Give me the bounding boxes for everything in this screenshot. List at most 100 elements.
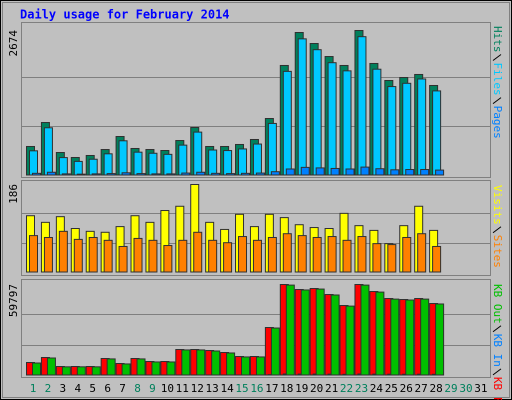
bar [178, 239, 188, 273]
bar [315, 167, 325, 176]
bar [91, 173, 101, 176]
bar [151, 361, 161, 376]
bar [300, 289, 310, 376]
bar [402, 82, 412, 176]
bar [241, 356, 251, 376]
bar [342, 70, 352, 176]
bar [315, 288, 325, 376]
bar [390, 169, 400, 176]
x-tick-label: 28 [429, 382, 442, 395]
bar [193, 231, 203, 273]
x-tick-label: 29 [444, 382, 457, 395]
bar [282, 70, 292, 176]
bar [375, 291, 385, 376]
bar [29, 150, 38, 176]
bar [73, 160, 83, 176]
bar [327, 236, 337, 273]
bar [432, 90, 442, 176]
bar [118, 245, 128, 273]
bar [148, 239, 158, 273]
x-tick-label: 12 [191, 382, 204, 395]
bar [390, 298, 400, 376]
y-tick-label: 2674 [7, 30, 20, 57]
bar [32, 362, 41, 376]
bar [330, 167, 340, 176]
bar [166, 361, 176, 376]
x-tick-label: 5 [89, 382, 96, 395]
bar [241, 172, 251, 176]
bar [73, 238, 83, 273]
bar [285, 284, 295, 376]
legend-label: KB In [491, 334, 504, 367]
x-tick-label: 11 [176, 382, 189, 395]
bar [252, 239, 262, 273]
bar [252, 143, 262, 176]
legend-separator [492, 226, 502, 234]
bar [43, 127, 53, 176]
bar [32, 172, 41, 176]
legend-label: KB F [491, 377, 504, 400]
bar [387, 244, 397, 273]
bar [270, 327, 280, 376]
bar [61, 366, 71, 376]
x-tick-label: 9 [149, 382, 156, 395]
x-tick-label: 4 [74, 382, 81, 395]
legend-label: Visits [491, 185, 504, 225]
bar [91, 366, 101, 376]
x-tick-label: 19 [295, 382, 308, 395]
x-tick-label: 14 [220, 382, 234, 395]
bar [163, 153, 173, 176]
x-tick-label: 17 [265, 382, 278, 395]
bar [312, 49, 322, 176]
x-tick-label: 30 [459, 382, 472, 395]
legend-label: Sites [491, 235, 504, 268]
bar [118, 140, 128, 176]
bar [46, 171, 56, 176]
bar [106, 173, 116, 176]
bar [211, 350, 221, 376]
chart-title: Daily usage for February 2014 [20, 8, 230, 22]
bar [312, 236, 322, 273]
bar [61, 173, 71, 176]
bar [133, 151, 143, 176]
bar [238, 148, 248, 176]
x-tick-label: 24 [370, 382, 384, 395]
x-tick-label: 13 [206, 382, 219, 395]
x-tick-label: 26 [400, 382, 413, 395]
bar [151, 173, 161, 176]
bar [375, 168, 385, 176]
bar [121, 172, 131, 176]
bar [270, 171, 280, 176]
x-tick-label: 8 [134, 382, 141, 395]
legend-separator [492, 368, 502, 376]
bar [267, 122, 277, 176]
y-tick-label: 59797 [7, 284, 20, 317]
bar [136, 358, 146, 376]
bar [420, 298, 430, 376]
legend-label: Hits [491, 26, 504, 53]
bar [181, 172, 191, 176]
bar [357, 36, 367, 176]
bar [255, 356, 265, 376]
bar [58, 230, 68, 273]
bar [282, 233, 292, 273]
x-tick-label: 3 [60, 382, 67, 395]
x-tick-label: 22 [340, 382, 353, 395]
bar [387, 86, 397, 176]
bar [330, 294, 340, 376]
bar [196, 171, 206, 176]
bar [208, 149, 218, 176]
x-tick-label: 1 [30, 382, 37, 395]
bar [417, 233, 427, 273]
bar [193, 131, 203, 176]
legend-label: Pages [491, 106, 504, 139]
bar [166, 173, 176, 176]
bar [148, 152, 158, 176]
bar [29, 235, 38, 273]
x-tick-label: 10 [161, 382, 174, 395]
legend-separator [492, 97, 502, 105]
bar [255, 172, 265, 176]
bar [103, 153, 113, 176]
